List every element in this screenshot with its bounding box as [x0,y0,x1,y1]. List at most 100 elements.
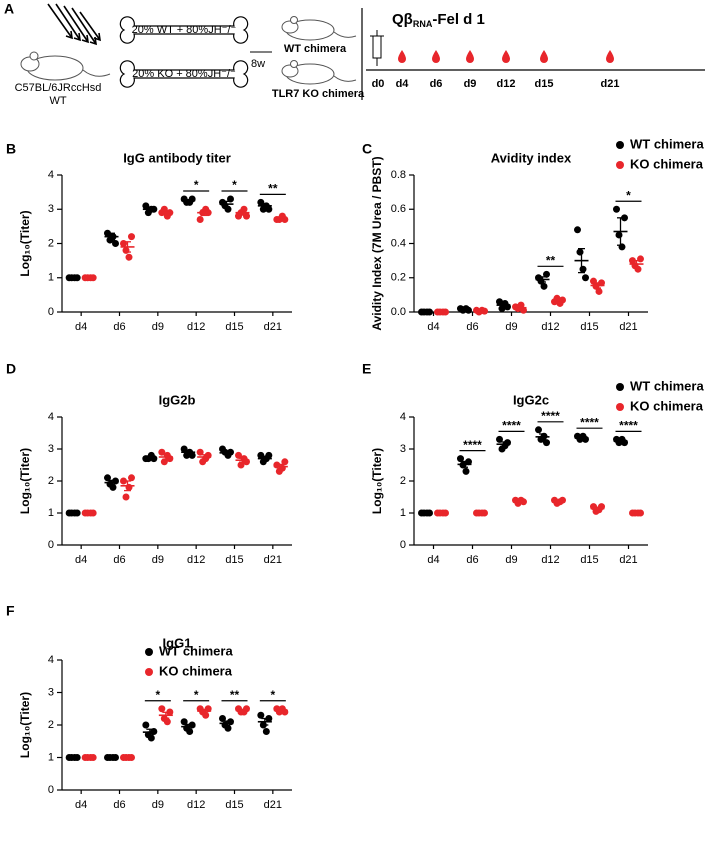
significance-label: * [626,188,631,202]
data-point [104,474,111,482]
y-tick-label: 2 [48,237,54,249]
y-tick-label: 3 [400,443,406,455]
y-tick-label: 0.4 [391,237,406,249]
x-tick-label: d6 [466,554,478,566]
vaccine-subscript: RNA [413,19,433,29]
y-tick-label: 0 [48,784,54,796]
data-point [224,724,232,732]
data-point [496,435,503,443]
panel-letter: B [6,141,16,157]
legend-marker [145,668,153,676]
data-point [235,451,242,459]
significance-label: **** [619,419,638,433]
data-point [160,458,168,466]
legend-label: WT chimera [630,136,704,151]
data-point [180,718,188,726]
duration: 8w [251,58,265,70]
timeline: d0 d4 d6 d9 d12 d15 d21 [372,50,619,90]
y-tick-label: 0 [48,306,54,318]
data-point [147,734,155,742]
data-point [109,483,117,491]
x-tick-label: d12 [187,554,205,566]
significance-label: **** [463,438,482,452]
x-tick-label: d6 [113,554,125,566]
legend-marker [616,161,624,169]
blood-drop [606,50,614,63]
strain: C57BL/6JRccHsd [15,82,102,94]
data-point [281,458,289,466]
data-point [112,240,119,247]
data-point [579,265,587,273]
chart-title: IgG antibody titer [123,150,231,165]
data-point [128,474,135,482]
significance-label: **** [580,415,599,429]
y-axis-label: Avidity Index (7M Urea / PBST) [370,156,384,330]
data-point [163,718,171,726]
timeline-day: d15 [535,78,554,90]
data-point [243,212,250,220]
y-tick-label: 0.8 [391,169,406,181]
x-tick-label: d4 [75,321,87,333]
panel-letter: A [4,1,14,17]
data-point [582,274,589,282]
data-point [576,248,584,256]
x-tick-label: d15 [225,554,243,566]
significance-label: ** [230,688,240,702]
significance-label: **** [541,409,560,423]
y-tick-label: 1 [48,507,54,519]
panel-letter: D [6,361,16,377]
timeline-day: d0 [372,78,385,90]
mouse-wt [20,51,111,81]
x-tick-label: d9 [505,321,517,333]
legend-marker [616,383,624,391]
vaccine-name: Qβ [392,11,413,28]
data-point [543,439,550,447]
y-tick-label: 4 [48,169,54,181]
data-point [637,255,644,263]
diagram: A C57BL/6JRccHsd WT 20% WT + 80%JH⁻/⁻ 20… [4,1,705,107]
data-point [122,246,130,254]
chart: C Avidity index Avidity Index (7M Urea / P… [362,136,704,332]
legend-marker [616,141,624,149]
data-point [618,243,626,251]
data-point [166,708,174,716]
y-tick-label: 2 [48,719,54,731]
data-point [196,448,204,456]
x-tick-label: d12 [187,321,205,333]
data-point [465,458,472,466]
y-tick-label: 0.6 [391,203,406,215]
data-point [120,240,127,247]
chart-title: IgG2b [159,392,196,407]
x-tick-label: d21 [264,554,282,566]
x-tick-label: d6 [113,799,125,811]
data-point [219,715,226,722]
x-tick-label: d4 [75,799,87,811]
data-point [125,483,133,491]
x-tick-label: d4 [427,554,439,566]
mix-ko: 20% KO + 80%JH⁻/⁻ [132,68,236,80]
chart: F IgG1 Log₁₀(Titer) 0 1 2 3 4 d4 d6 d9 d12 d15 d21 WT … [6,603,292,811]
legend-label: KO chimera [630,398,704,413]
radiation-arrows [47,3,101,46]
data-point [457,455,464,463]
y-tick-label: 2 [48,475,54,487]
y-axis-label: Log₁₀(Titer) [18,210,32,276]
y-tick-label: 1 [48,272,54,284]
y-tick-label: 2 [400,475,406,487]
significance-label: **** [502,419,521,433]
x-tick-label: d12 [541,554,559,566]
data-point [598,279,605,287]
timeline-day: d6 [430,78,443,90]
data-point [265,205,273,213]
data-point [615,231,623,239]
data-point [122,493,130,501]
x-tick-label: d9 [152,321,164,333]
x-tick-label: d6 [113,321,125,333]
data-point [543,270,550,278]
data-point [574,226,581,234]
chart: B IgG antibody titer Log₁₀(Titer) 0 1 2 3 4 d4 d6… [6,141,292,333]
y-tick-label: 3 [48,443,54,455]
chimera-ko: TLR7 KO chimera [272,88,365,100]
y-axis-label: Log₁₀(Titer) [18,448,32,514]
significance-label: * [155,688,160,702]
